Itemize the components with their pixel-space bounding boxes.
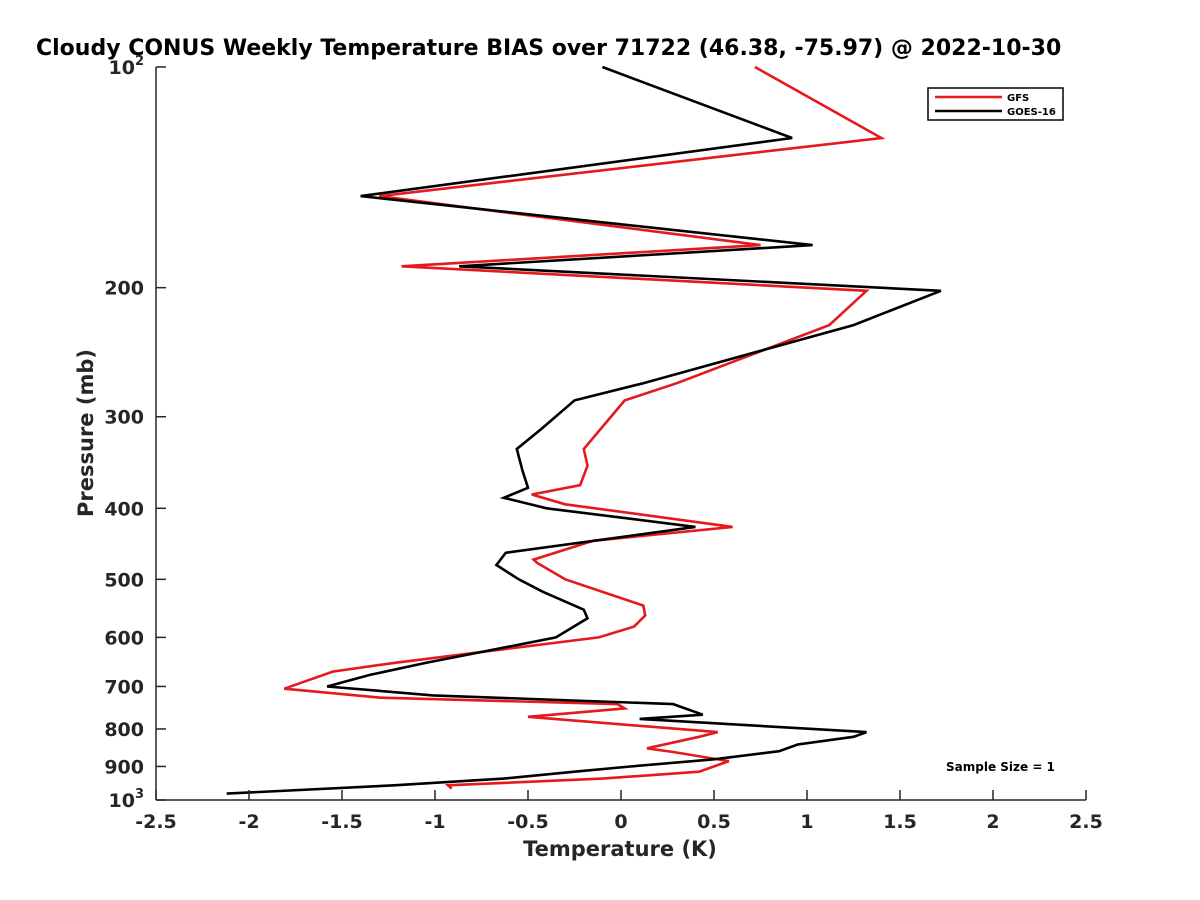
x-tick-label: -2: [238, 811, 259, 833]
y-axis-label: Pressure (mb): [74, 349, 98, 517]
y-tick-label: 102: [109, 54, 145, 79]
y-tick-label: 700: [104, 676, 144, 698]
y-tick-label: 600: [104, 627, 144, 649]
x-tick-label: -0.5: [507, 811, 549, 833]
x-tick-label: 1.5: [883, 811, 917, 833]
sample-size-annotation: Sample Size = 1: [946, 760, 1055, 774]
series-line-goes16: [226, 65, 942, 795]
x-tick-label: -2.5: [135, 811, 177, 833]
plot-area: -2.5 -2 -1.5 -1 -0.5 0 0.5 1 1.5 2 2.5 102 200 300 400…: [104, 54, 1103, 833]
x-tick-label: 2: [986, 811, 999, 833]
y-tick-label: 800: [104, 719, 144, 741]
chart-title: Cloudy CONUS Weekly Temperature BIAS ove…: [36, 36, 1061, 61]
y-tick-label: 200: [104, 278, 144, 300]
y-tick-label: 400: [104, 498, 144, 520]
x-tick-label: 0: [614, 811, 627, 833]
legend: GFS GOES-16: [927, 87, 1064, 121]
x-tick-label: 0.5: [697, 811, 731, 833]
legend-label-gfs: GFS: [1007, 93, 1029, 104]
x-tick-label: -1: [424, 811, 445, 833]
y-tick-label: 900: [104, 756, 144, 778]
x-axis-label: Temperature (K): [523, 837, 717, 861]
y-tick-label: 500: [104, 569, 144, 591]
x-tick-label: -1.5: [321, 811, 363, 833]
y-tick-label: 103: [109, 787, 145, 812]
x-tick-label: 1: [800, 811, 813, 833]
legend-label-goes16: GOES-16: [1007, 107, 1056, 118]
y-tick-label: 300: [104, 407, 144, 429]
legend-box: [927, 87, 1064, 121]
series-line-gfs: [283, 65, 886, 790]
x-tick-label: 2.5: [1069, 811, 1103, 833]
